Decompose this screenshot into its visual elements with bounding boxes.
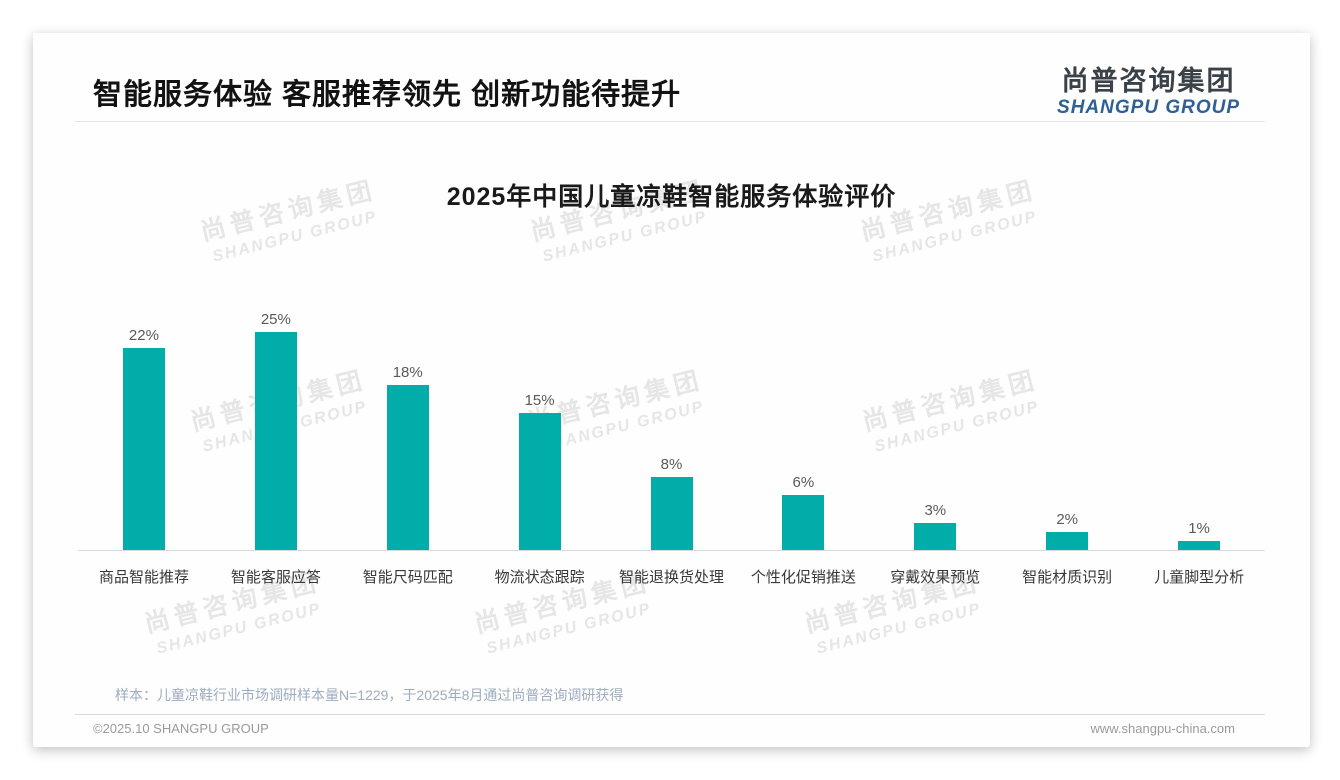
watermark-english-text: SHANGPU GROUP [154,600,324,658]
category-label: 智能退换货处理 [619,569,725,586]
category-label: 个性化促销推送 [750,569,856,586]
bar [122,348,165,550]
bar-value-label: 25% [260,311,291,328]
bar-slot: 3% [869,311,1001,550]
website-link[interactable]: www.shangpu-china.com [1090,721,1235,736]
category-label: 智能材质识别 [1022,569,1113,586]
bar-slot: 6% [737,311,869,550]
bar-slot: 8% [606,311,738,550]
category-label: 商品智能推荐 [98,569,189,586]
watermark-english-text: SHANGPU GROUP [484,600,654,658]
watermark-english-text: SHANGPU GROUP [210,208,380,266]
bar-value-label: 6% [792,474,815,491]
bar [386,385,429,550]
bar-value-label: 3% [924,502,947,519]
copyright-text: ©2025.10 SHANGPU GROUP [93,721,269,736]
x-axis-category-labels: 商品智能推荐 智能客服应答 智能尺码匹配 物流状态跟踪 智能退换货处理 个性化促销推送 穿戴… [78,566,1265,587]
bar-chart-plot: 22% 25% 18% 15% 8% 6% 3% 2% 1% [78,311,1265,551]
sample-footnote: 样本：儿童凉鞋行业市场调研样本量N=1229，于2025年8月通过尚普咨询调研获… [115,687,624,703]
bar [914,523,957,550]
category-label: 物流状态跟踪 [494,569,585,586]
bar [1178,541,1221,550]
watermark-english-text: SHANGPU GROUP [540,208,710,266]
footer-divider [75,714,1265,715]
slide-card: 尚普咨询集团 SHANGPU GROUP 尚普咨询集团 SHANGPU GROUP 尚普… [33,33,1310,747]
category-label: 智能客服应答 [230,569,321,586]
bar-slot: 2% [1001,311,1133,550]
logo-chinese-name: 尚普咨询集团 [1061,66,1236,96]
bar-slot: 15% [474,311,606,550]
bar-value-label: 1% [1188,520,1210,537]
bar-value-label: 8% [660,456,683,473]
watermark-english-text: SHANGPU GROUP [814,600,984,658]
category-label: 穿戴效果预览 [890,569,981,586]
bar-slot: 22% [78,311,210,550]
category-label: 智能尺码匹配 [362,569,453,586]
bar [254,332,297,550]
bar-value-label: 15% [524,392,555,409]
chart-title: 2025年中国儿童凉鞋智能服务体验评价 [446,183,897,211]
bar-value-label: 2% [1056,511,1079,528]
bar [1046,532,1089,550]
bar [518,413,561,550]
company-logo: 尚普咨询集团 SHANGPU GROUP [1057,59,1240,119]
bar-slot: 18% [342,311,474,550]
watermark-english-text: SHANGPU GROUP [870,208,1040,266]
bar-value-label: 22% [128,327,159,344]
logo-english-name: SHANGPU GROUP [1057,97,1240,118]
bar-slot: 25% [210,311,342,550]
header-divider [75,121,1265,122]
bar-slot: 1% [1133,311,1265,550]
category-label: 儿童脚型分析 [1154,569,1245,586]
bar [782,495,825,550]
bar [650,477,693,550]
page-title: 智能服务体验 客服推荐领先 创新功能待提升 [93,79,682,111]
bar-value-label: 18% [392,364,423,381]
